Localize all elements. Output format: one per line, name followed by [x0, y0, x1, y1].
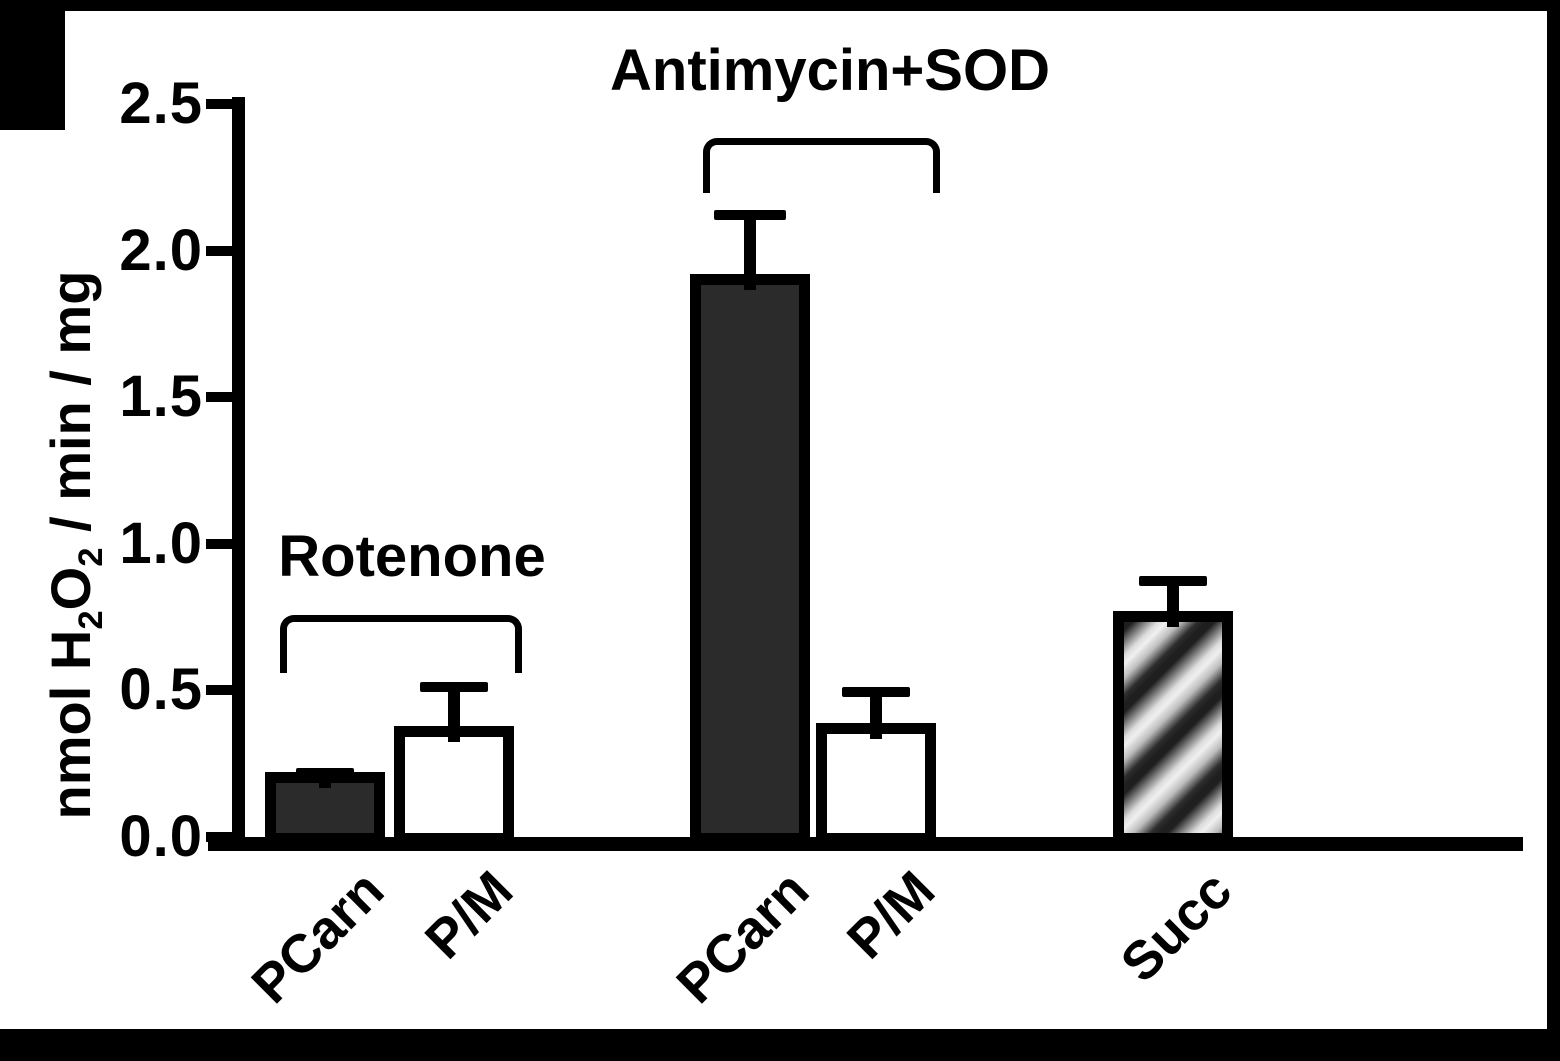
bar-succ-single: [1113, 611, 1233, 844]
error-bar-cap-p-m-rotenone: [420, 682, 488, 692]
error-bar-cap-succ-single: [1139, 576, 1207, 586]
y-title-part: O: [39, 566, 103, 611]
y-tick-mark: [206, 685, 233, 695]
error-bar-cap-pcarn-rotenone: [296, 768, 354, 778]
y-tick-label: 1.0: [119, 511, 203, 576]
y-axis-spine: [232, 97, 245, 851]
y-tick-mark: [206, 539, 233, 549]
y-tick-mark: [206, 246, 233, 256]
bar-p-m-antimycin-sod: [816, 723, 936, 844]
y-title-part: nmol H: [39, 629, 103, 820]
y-tick-label: 2.5: [119, 71, 203, 136]
error-bar-stem-pcarn-antimycin-sod: [744, 210, 756, 290]
error-bar-stem-succ-single: [1167, 576, 1179, 627]
y-tick-mark: [206, 832, 233, 842]
y-tick-mark: [206, 392, 233, 402]
y-tick-label: 0.0: [119, 804, 203, 869]
bar-p-m-rotenone: [394, 726, 514, 844]
frame-top: [0, 0, 1560, 11]
bar-pcarn-antimycin-sod: [690, 274, 810, 844]
error-bar-cap-pcarn-antimycin-sod: [714, 210, 786, 220]
antimycin-sod-bracket: [703, 138, 940, 193]
y-tick-label: 0.5: [119, 657, 203, 722]
frame-corner-block: [0, 0, 65, 130]
frame-bottom: [0, 1029, 1560, 1061]
rotenone-group-label: Rotenone: [278, 524, 546, 589]
y-tick-label: 2.0: [119, 218, 203, 283]
error-bar-stem-p-m-rotenone: [448, 682, 460, 742]
rotenone-bracket: [280, 615, 522, 673]
error-bar-stem-p-m-antimycin-sod: [870, 687, 882, 739]
antimycin-sod-group-label: Antimycin+SOD: [610, 38, 1050, 103]
frame-right: [1547, 0, 1560, 1061]
y-tick-label: 1.5: [119, 364, 203, 429]
error-bar-cap-p-m-antimycin-sod: [842, 687, 910, 697]
y-title-subscript: 2: [72, 610, 111, 630]
y-tick-mark: [206, 99, 233, 109]
